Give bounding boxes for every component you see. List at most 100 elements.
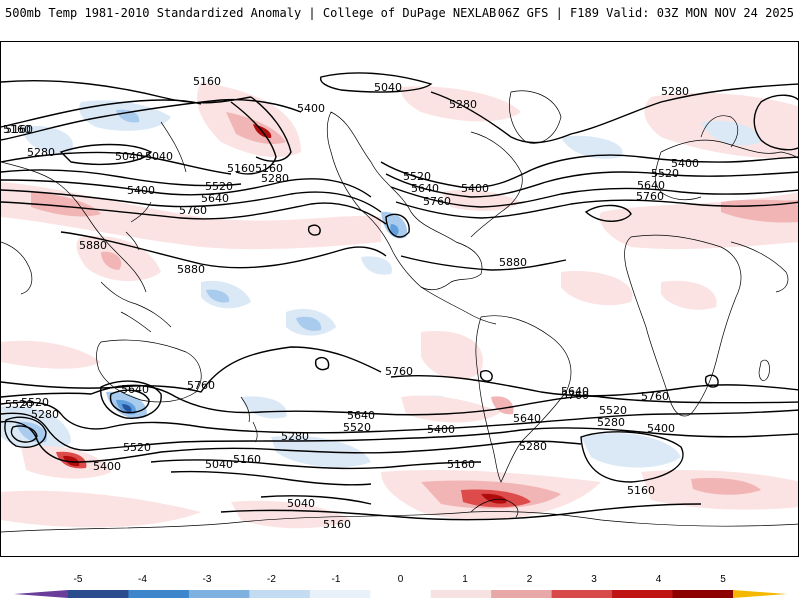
contour-5400-atlantic (380, 154, 798, 189)
contour-label: 5880 (499, 256, 527, 269)
contour-5280-pacific (1, 151, 232, 175)
contour-label: 5880 (79, 239, 107, 252)
contour-label: 5520 (123, 441, 151, 454)
coastline-greenland (509, 90, 562, 144)
contour-5640-pacific (1, 189, 382, 213)
color-scale-tick: -1 (332, 574, 341, 585)
contour-5880-closed-pacific (307, 224, 321, 236)
color-scale-tick: 2 (527, 574, 533, 585)
contour-label: 5040 (145, 150, 173, 163)
contour-label: 5040 (374, 81, 402, 94)
color-scale-tick: 1 (462, 574, 468, 585)
contour-5760-south-1 (1, 346, 382, 393)
map-canvas: 5160 5040 5280 5160 5040 5160 5400 5280 … (1, 72, 798, 533)
contour-label: 5040 (115, 150, 143, 163)
anomaly-positive-region (721, 199, 798, 223)
contour-label: 5520 (21, 396, 49, 409)
contour-label: 5640 (201, 192, 229, 205)
contour-label: 5160 (193, 75, 221, 88)
contour-5040-south (170, 470, 372, 486)
contour-label: 5280 (27, 146, 55, 159)
color-scale-swatch (188, 590, 250, 598)
contour-5160-north (1, 80, 252, 104)
model-run-info: 06Z GFS | F189 Valid: 03Z MON NOV 24 202… (497, 6, 794, 20)
contour-5280-mid (230, 101, 277, 175)
color-scale-swatch (612, 590, 674, 598)
anomaly-positive-region (31, 192, 101, 217)
anomaly-positive-region (421, 331, 483, 380)
anomaly-positive-region (1, 340, 101, 369)
color-scale-swatch (370, 590, 432, 598)
contour-label: 5280 (449, 98, 477, 111)
height-contours (1, 72, 798, 521)
color-scale-tick: -5 (74, 574, 83, 585)
contour-label: 5640 (347, 409, 375, 422)
contour-5640-closed-america (385, 213, 410, 238)
color-scale-swatch (672, 590, 734, 598)
contour-label: 5160 (323, 518, 351, 531)
anomaly-positive-region (1, 490, 201, 528)
contour-label: 5520 (651, 167, 679, 180)
contour-label: 5160 (5, 123, 33, 136)
coastline-south-america (475, 315, 572, 483)
anomaly-negative-region (241, 396, 287, 419)
contour-5160-antarctic (220, 503, 702, 521)
contour-label: 5400 (127, 184, 155, 197)
contour-label: 5760 (641, 390, 669, 403)
color-scale-swatch (733, 590, 787, 598)
contour-label: 5280 (261, 172, 289, 185)
contour-5400-pacific (1, 169, 242, 187)
coastline-north-america (326, 111, 483, 291)
contour-label: 5640 (637, 179, 665, 192)
color-scale-swatch (430, 590, 492, 598)
anomaly-positive-region (561, 271, 633, 306)
map-title: 500mb Temp 1981-2010 Standardized Anomal… (5, 6, 497, 20)
contour-label: 5520 (599, 404, 627, 417)
contour-label: 5280 (31, 408, 59, 421)
anomaly-positive-region (491, 396, 514, 415)
contour-label: 5640 (513, 412, 541, 425)
contour-label: 5400 (427, 423, 455, 436)
contour-5400-closed-sh-4 (10, 425, 38, 443)
color-scale-tick-labels: -5 -4 -3 -2 -1 0 1 2 3 4 5 (74, 574, 727, 585)
anomaly-negative-region (390, 224, 399, 235)
contour-label: 5280 (661, 85, 689, 98)
contour-5400-north-1 (1, 98, 302, 141)
contour-5280-closed-atl-south (580, 431, 684, 483)
contour-label: 5520 (5, 398, 33, 411)
contour-label: 5760 (423, 195, 451, 208)
contour-label: 5400 (461, 182, 489, 195)
contour-label: 5040 (205, 458, 233, 471)
anomaly-positive-region (101, 251, 122, 270)
color-scale-bar: -5 -4 -3 -2 -1 0 1 2 3 4 5 (14, 574, 787, 598)
anomaly-negative-region (206, 289, 230, 303)
coastline-europe (654, 139, 798, 201)
color-scale-swatch (309, 590, 371, 598)
anomaly-negative-region (361, 256, 392, 275)
coastline-antarctic-peninsula (470, 498, 519, 518)
anomaly-positive-region (400, 86, 521, 122)
contour-label: 5400 (93, 460, 121, 473)
contour-label: 5280 (597, 416, 625, 429)
contour-label: 5520 (205, 180, 233, 193)
anomaly-negative-region (561, 135, 623, 159)
coastline-africa (624, 234, 742, 417)
color-scale-tick: -4 (138, 574, 147, 585)
contour-label: 5040 (287, 497, 315, 510)
coastline-central-america (420, 286, 497, 325)
color-scale-tick: 4 (656, 574, 662, 585)
color-scale-swatches (14, 590, 787, 598)
anomaly-positive-region (63, 455, 80, 467)
contour-5760-closed-atlantic (584, 204, 632, 222)
contour-5040-pacific (59, 143, 153, 166)
coastline-antarctica (1, 511, 798, 533)
contour-label: 5760 (179, 204, 207, 217)
contour-label: 5280 (519, 440, 547, 453)
color-scale-tick: -3 (203, 574, 212, 585)
contour-5400-south (1, 412, 798, 451)
contour-label: 5760 (385, 365, 413, 378)
color-scale-swatch (551, 590, 613, 598)
contour-5040-north (319, 72, 433, 93)
contour-label: 5160 (3, 123, 31, 136)
color-scale-tick: 3 (591, 574, 597, 585)
